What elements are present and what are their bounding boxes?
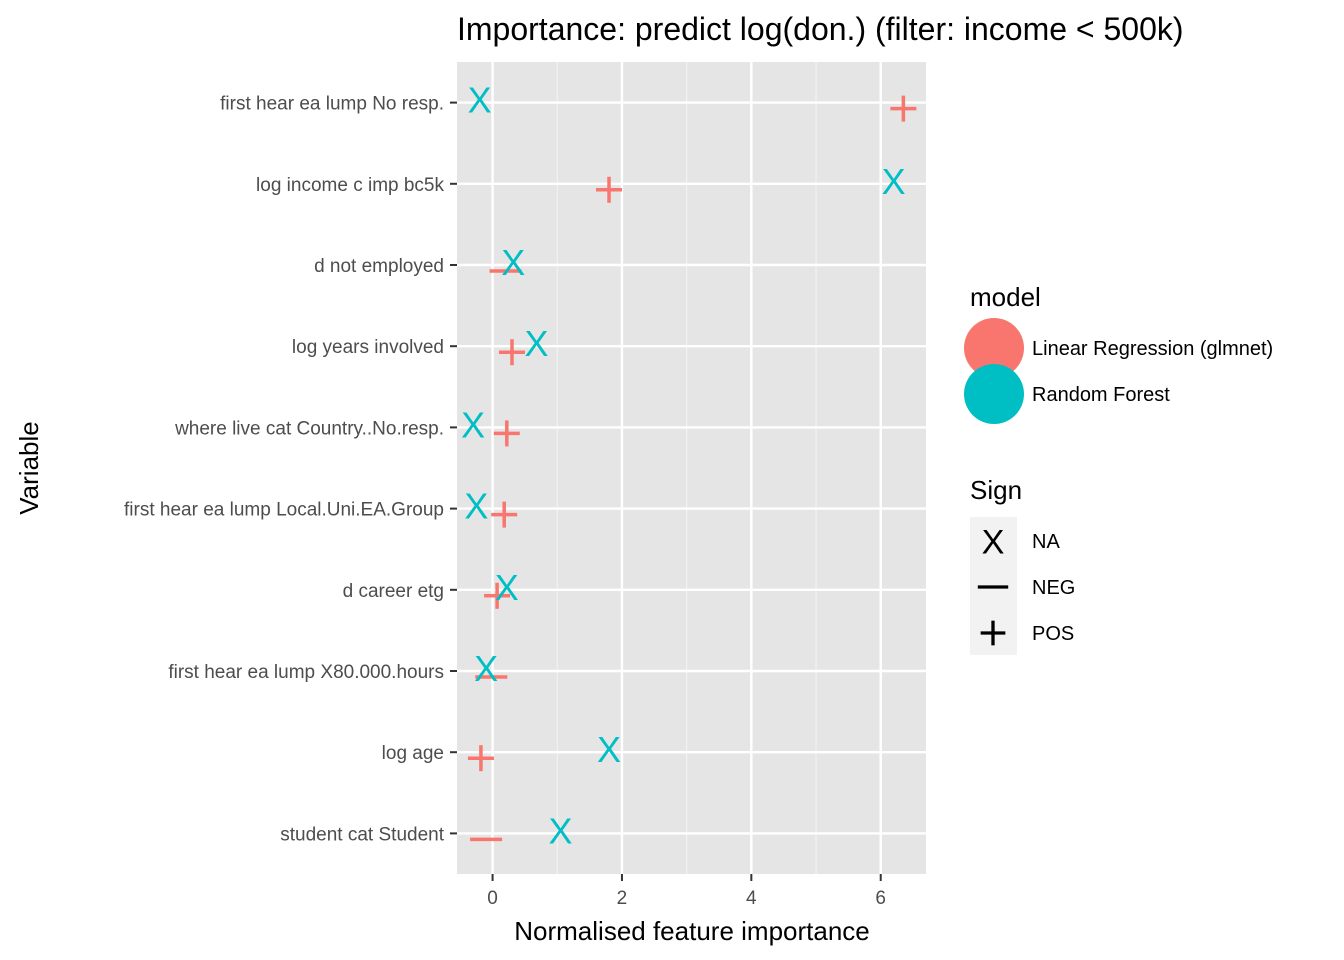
data-point-random-forest: X [468,80,492,121]
legend-model-label: Random Forest [1032,384,1170,406]
data-point-linear-regression [890,95,917,122]
x-axis-title: Normalised feature importance [514,916,870,946]
legend: model Linear Regression (glmnet) Random F… [964,282,1273,655]
y-tick-label: first hear ea lump Local.Uni.EA.Group [124,500,444,521]
legend-sign-symbol: X [982,523,1005,561]
legend-sign-symbol [980,620,1006,646]
data-point-random-forest: X [501,242,525,283]
y-tick-label: log years involved [292,337,444,358]
legend-sign-entries: X NA NEG POS [977,523,1075,646]
data-point-linear-regression [467,745,494,772]
legend-sign-label: POS [1032,623,1074,645]
data-point-linear-regression [498,339,525,366]
y-tick-label: first hear ea lump No resp. [220,94,444,115]
legend-model-swatch [964,318,1024,378]
legend-sign-label: NEG [1032,577,1075,599]
y-axis: first hear ea lump No resp. log income c … [124,94,457,845]
x-tick-label: 6 [875,888,886,909]
major-gridlines [457,62,926,874]
data-point-random-forest: X [548,810,572,851]
x-axis: 0 2 4 6 [487,874,886,909]
legend-sign-label: NA [1032,531,1060,553]
data-point-random-forest: X [882,161,906,202]
data-point-linear-regression [493,420,520,447]
x-tick-label: 0 [487,888,498,909]
y-tick-label: d not employed [314,256,444,277]
x-tick-label: 4 [746,888,757,909]
plot-panel [457,62,926,874]
data-point-random-forest: X [525,323,549,364]
data-point-random-forest: X [495,567,519,608]
x-tick-label: 2 [617,888,628,909]
y-tick-label: log income c imp bc5k [256,175,444,196]
y-tick-label: d career etg [343,581,444,602]
legend-model-title: model [970,282,1041,312]
legend-model-swatch [964,364,1024,424]
legend-sign-title: Sign [970,475,1022,505]
minor-gridlines [556,62,817,874]
y-tick-label: student cat Student [280,824,444,845]
data-point-linear-regression [596,176,623,203]
y-tick-label: first hear ea lump X80.000.hours [168,662,444,683]
data-point-linear-regression [491,501,518,528]
data-point-random-forest: X [474,648,498,689]
y-tick-label: log age [382,743,444,764]
legend-model-entries: Linear Regression (glmnet) Random Forest [964,318,1273,424]
y-tick-label: where live cat Country..No.resp. [174,418,444,439]
y-axis-title: Variable [14,421,44,514]
data-point-random-forest: X [597,729,621,770]
data-point-linear-regression [484,582,511,609]
data-point-random-forest: X [464,486,488,527]
chart-title: Importance: predict log(don.) (filter: i… [457,11,1184,47]
legend-model-label: Linear Regression (glmnet) [1032,338,1273,360]
data-point-random-forest: X [461,404,485,445]
